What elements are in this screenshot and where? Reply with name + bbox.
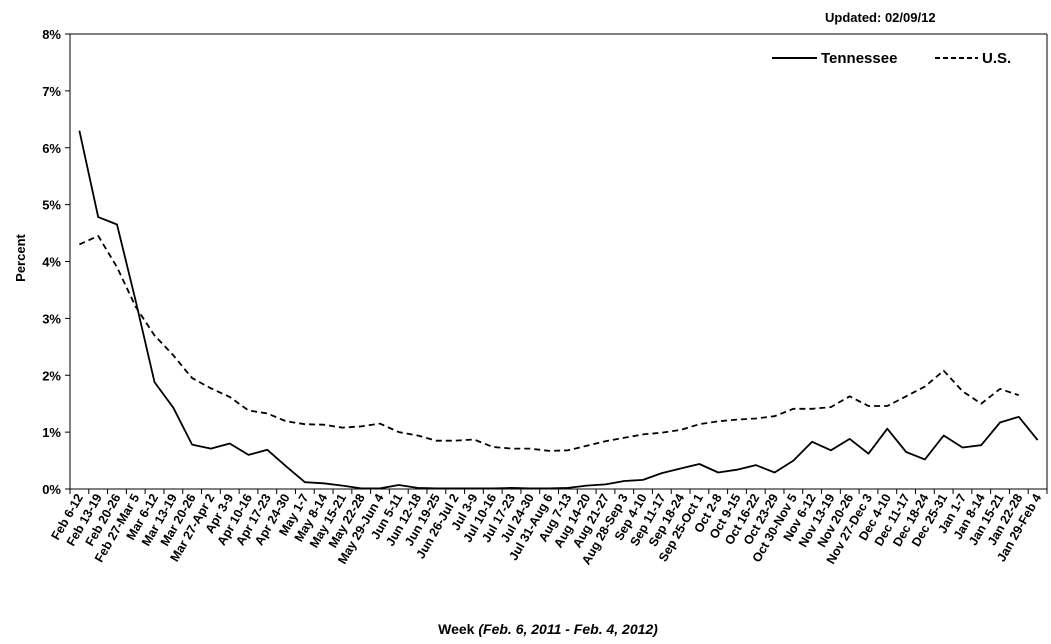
series-line-tennessee: [78, 130, 1039, 490]
x-axis-title-main: Week: [438, 621, 475, 637]
y-tick-label: 8%: [42, 27, 61, 42]
legend-label-us: U.S.: [982, 50, 1011, 67]
y-axis-ticks: 0% 1% 2% 3% 4% 5% 6% 7% 8%: [42, 27, 70, 497]
y-tick-label: 0%: [42, 482, 61, 497]
y-tick-label: 7%: [42, 84, 61, 99]
legend: Tennessee U.S.: [772, 50, 1011, 67]
y-tick-label: 4%: [42, 255, 61, 270]
y-tick-label: 2%: [42, 368, 61, 383]
legend-label-tennessee: Tennessee: [821, 50, 897, 67]
y-tick-label: 1%: [42, 425, 61, 440]
updated-date: Updated: 02/09/12: [825, 10, 936, 25]
x-axis-title: Week (Feb. 6, 2011 - Feb. 4, 2012): [438, 621, 658, 637]
y-axis-title: Percent: [13, 233, 28, 281]
y-tick-label: 5%: [42, 198, 61, 213]
series-layer: [78, 130, 1039, 490]
plot-area: [69, 33, 1048, 490]
x-axis-title-range: (Feb. 6, 2011 - Feb. 4, 2012): [478, 621, 658, 637]
series-line-u-s: [79, 234, 1020, 452]
y-tick-label: 3%: [42, 311, 61, 326]
y-tick-label: 6%: [42, 141, 61, 156]
